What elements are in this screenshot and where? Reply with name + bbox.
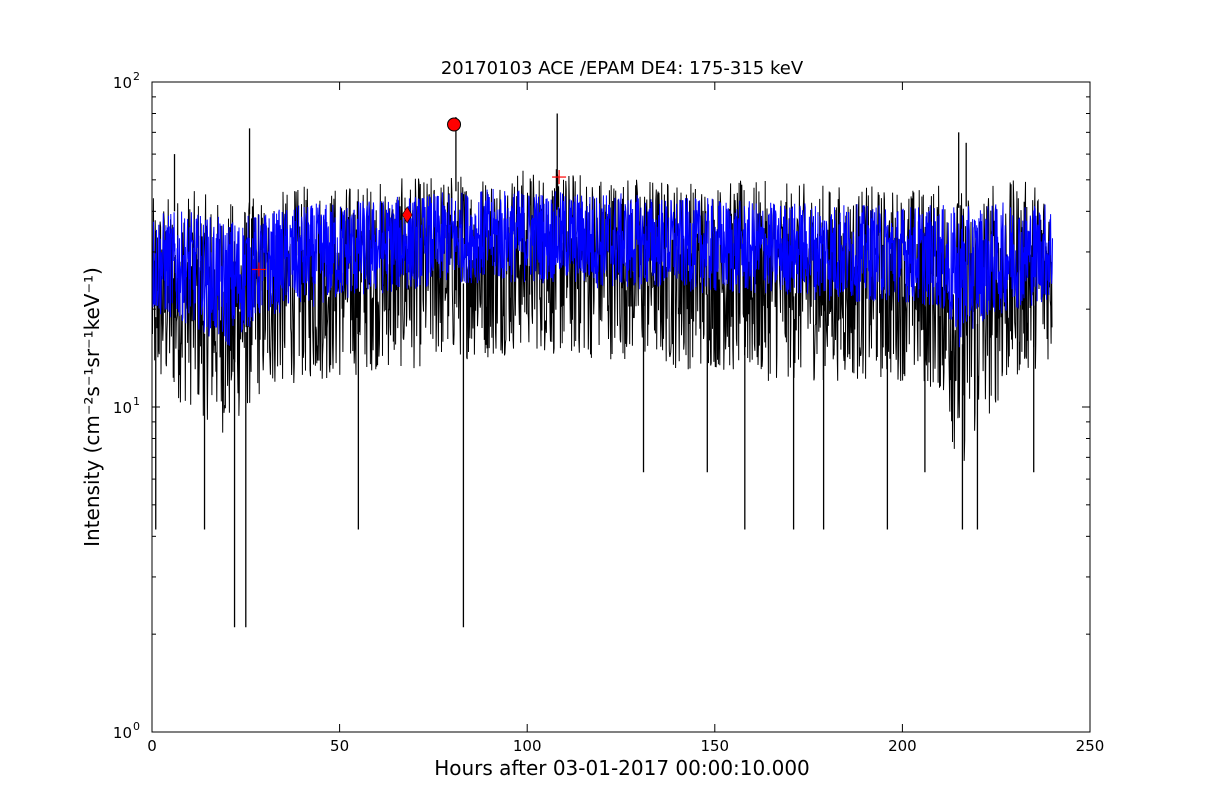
y-tick-label: 10 [113,399,132,417]
series-smoothed-line [151,188,1053,348]
x-tick-label: 200 [888,737,917,755]
x-tick-label: 100 [513,737,542,755]
x-tick-label: 250 [1076,737,1105,755]
x-tick-label: 50 [330,737,349,755]
x-axis-title: Hours after 03-01-2017 00:00:10.000 [434,756,810,780]
marker-circle [447,117,462,132]
y-tick-label: 10 [113,724,132,742]
plot-area [151,113,1053,628]
x-tick-label: 150 [700,737,729,755]
x-axis: 0 50 100 150 200 250 [147,82,1104,755]
marker-plus-3 [552,170,567,185]
marker-plus-2 [251,262,266,277]
marker-diamond [401,206,413,224]
y-tick-exponent: 0 [133,720,140,733]
x-tick-label: 0 [147,737,157,755]
y-tick-exponent: 2 [133,70,140,83]
y-tick-label: 10 [113,74,132,92]
y-axis-title: Intensity (cm⁻²s⁻¹sr⁻¹keV⁻¹) [80,267,104,547]
chart-title: 20170103 ACE /EPAM DE4: 175-315 keV [441,58,804,79]
series-raw-line [151,169,1053,461]
y-tick-exponent: 1 [133,395,140,408]
